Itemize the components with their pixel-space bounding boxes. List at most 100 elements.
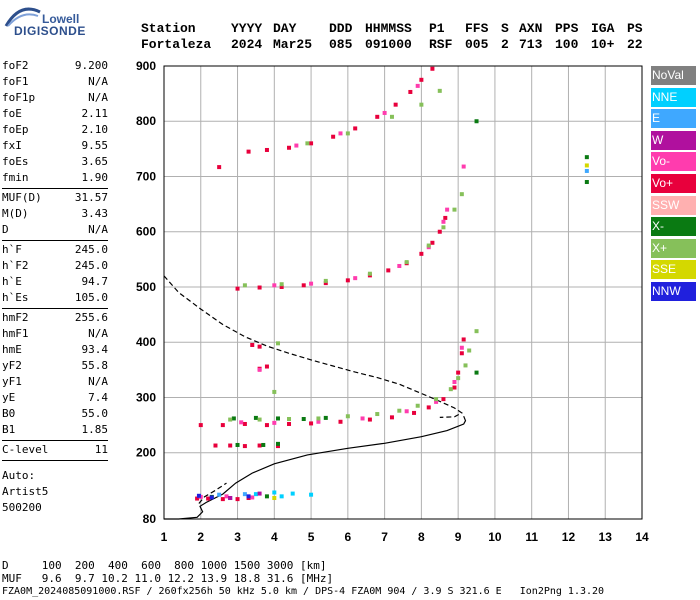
param-name: fxI <box>2 139 22 152</box>
data-point <box>345 414 350 419</box>
data-point <box>426 405 431 410</box>
x-tick-label: 11 <box>525 530 538 544</box>
param-row: h`E 94.7 <box>2 274 108 290</box>
data-point <box>287 417 292 422</box>
data-point <box>393 102 398 107</box>
divider <box>2 240 108 241</box>
param-name: foF1 <box>2 75 29 88</box>
data-point <box>353 126 358 131</box>
param-value: 2.11 <box>81 107 109 120</box>
param-name: foE <box>2 107 22 120</box>
data-point <box>272 490 277 495</box>
param-name: M(D) <box>2 207 29 220</box>
legend-item-vo-minus: Vo- <box>651 152 696 172</box>
param-row: foF1p N/A <box>2 90 108 106</box>
data-point <box>434 399 439 404</box>
data-point <box>323 415 328 420</box>
param-value: 31.57 <box>74 191 108 204</box>
data-point <box>461 164 466 169</box>
data-point <box>323 281 328 286</box>
x-tick-label: 4 <box>271 530 278 544</box>
data-point <box>386 268 391 273</box>
param-value: 1.90 <box>81 171 109 184</box>
data-point <box>452 379 457 384</box>
data-point <box>463 363 468 368</box>
data-point <box>434 397 439 402</box>
divider <box>2 308 108 309</box>
data-point <box>584 163 589 168</box>
data-point <box>456 376 461 381</box>
header-value-s: 2 <box>501 37 509 52</box>
param-row: foF1 N/A <box>2 74 108 90</box>
param-value: 7.4 <box>88 391 108 404</box>
y-tick-label: 600 <box>136 225 156 239</box>
param-name: h`F <box>2 243 22 256</box>
data-point <box>452 207 457 212</box>
param-row: B0 55.0 <box>2 406 108 422</box>
header-label-station: Station <box>141 21 196 36</box>
data-point <box>279 284 284 289</box>
x-tick-label: 13 <box>599 530 613 544</box>
param-value: 55.8 <box>81 359 109 372</box>
legend-item-nnw: NNW <box>651 281 696 301</box>
data-point <box>441 219 446 224</box>
param-row: M(D) 3.43 <box>2 206 108 222</box>
data-point <box>242 283 247 288</box>
param-row: hmE 93.4 <box>2 342 108 358</box>
header-label-iga: IGA <box>591 21 615 36</box>
legend-item-x-minus: X- <box>651 217 696 237</box>
data-point <box>228 417 233 422</box>
data-point <box>235 442 240 447</box>
data-point <box>584 155 589 160</box>
x-tick-label: 5 <box>308 530 315 544</box>
data-point <box>264 147 269 152</box>
footer-file-info: FZA0M_2024085091000.RSF / 260fx256h 50 k… <box>2 586 605 597</box>
data-point <box>235 497 240 502</box>
data-point <box>353 276 358 281</box>
data-point <box>279 282 284 287</box>
header-value-hhmmss: 091000 <box>365 37 412 52</box>
param-value: N/A <box>88 223 108 236</box>
x-tick-label: 6 <box>345 530 352 544</box>
param-value: N/A <box>88 327 108 340</box>
x-tick-label: 10 <box>488 530 502 544</box>
param-row: foF2 9.200 <box>2 58 108 74</box>
legend-item-sse: SSE <box>651 260 696 280</box>
param-value: N/A <box>88 375 108 388</box>
data-point <box>375 412 380 417</box>
header-value-pps: 100 <box>555 37 579 52</box>
data-point <box>338 419 343 424</box>
param-row: h`F 245.0 <box>2 242 108 258</box>
y-tick-label: 200 <box>136 446 156 460</box>
data-point <box>345 131 350 136</box>
x-tick-label: 9 <box>455 530 462 544</box>
data-point <box>441 225 446 230</box>
data-point <box>231 416 236 421</box>
header-value-day: Mar25 <box>273 37 313 52</box>
data-point <box>316 416 321 421</box>
data-point <box>301 283 306 288</box>
data-point <box>474 370 479 375</box>
x-tick-label: 14 <box>635 530 649 544</box>
data-point <box>257 443 262 448</box>
data-point <box>474 329 479 334</box>
data-point <box>309 141 314 146</box>
param-name: foF2 <box>2 59 29 72</box>
x-tick-label: 2 <box>197 530 204 544</box>
data-point <box>305 141 310 146</box>
header-value-yyyy: 2024 <box>231 37 263 52</box>
data-point <box>367 271 372 276</box>
param-row: h`Es 105.0 <box>2 290 108 306</box>
param-name: C-level <box>2 443 49 456</box>
legend-item-ssw: SSW <box>651 195 696 215</box>
data-point <box>217 165 222 170</box>
y-tick-label: 800 <box>136 114 156 128</box>
legend-item-w: W <box>651 130 696 150</box>
header-label-pps: PPS <box>555 21 579 36</box>
y-tick-label: 500 <box>136 280 156 294</box>
data-point <box>419 77 424 82</box>
header-label-p1: P1 <box>429 21 445 36</box>
parameter-list: foF2 9.200 foF1 N/A foF1p N/A foE 2.11 foEp 2… <box>2 58 108 516</box>
data-point <box>419 251 424 256</box>
trace-model <box>163 275 463 418</box>
